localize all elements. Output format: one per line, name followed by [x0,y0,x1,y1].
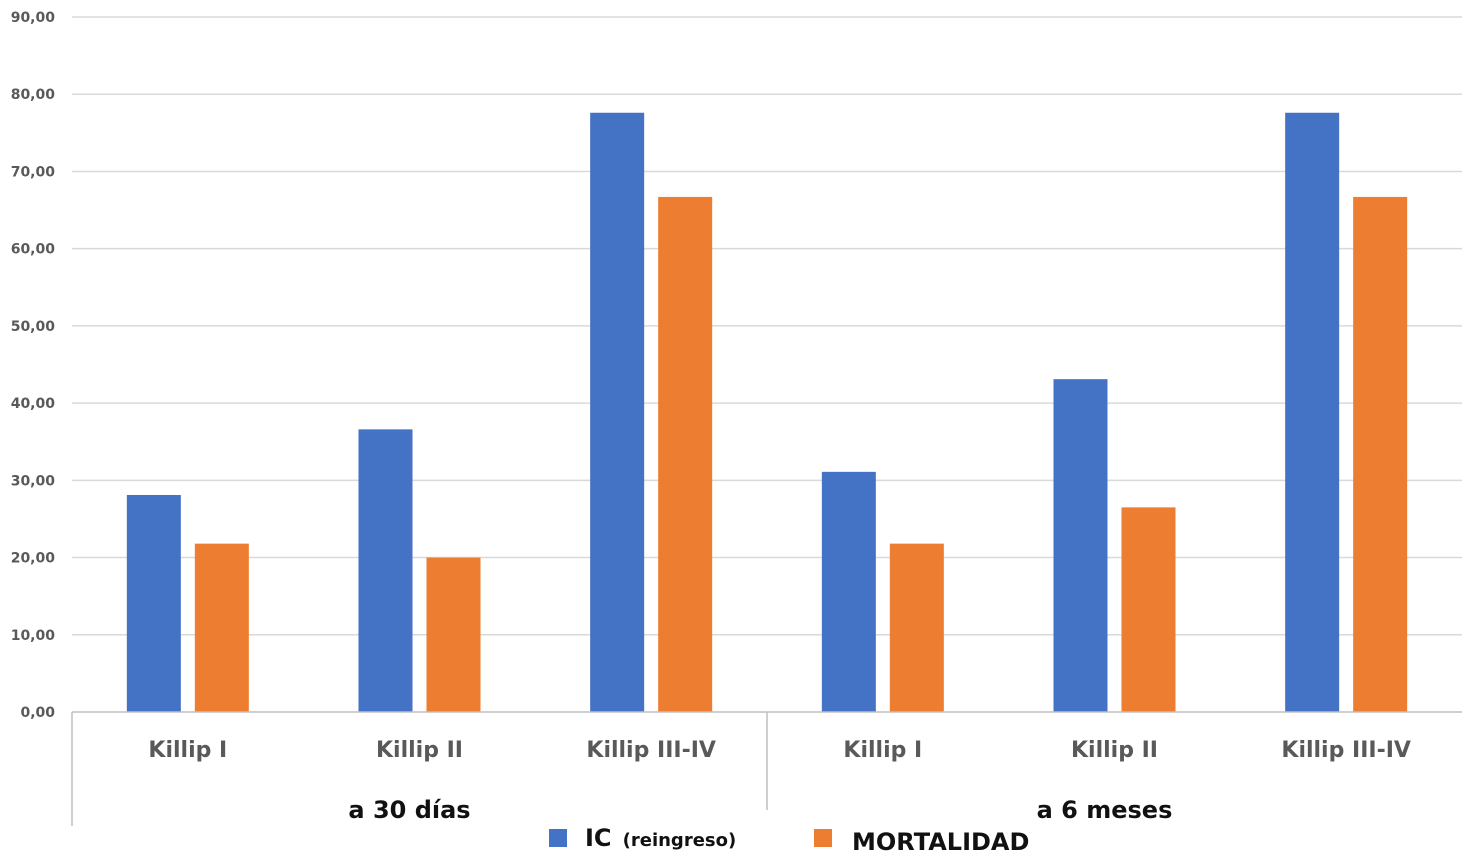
legend-swatch-mortalidad [814,829,832,847]
y-tick-label: 0,00 [20,705,55,721]
group-labels: a 30 días a 6 meses [348,796,1172,824]
bar-mortalidad [1122,507,1176,712]
x-tick-label: Killip III-IV [586,738,716,763]
bar-mortalidad [195,544,249,712]
bar-ic [127,495,181,712]
bars [127,113,1407,712]
x-tick-label: Killip I [843,738,922,763]
x-tick-label: Killip II [376,738,463,763]
bar-ic [359,429,413,712]
x-axis-tick-labels: Killip I Killip II Killip III-IV Killip I Ki… [148,738,1411,763]
y-axis-tick-labels: 0,00 10,00 20,00 30,00 40,00 50,00 60,00 70,00 8… [11,10,56,721]
x-tick-label: Killip II [1071,738,1158,763]
bar-mortalidad [658,197,712,712]
y-tick-label: 80,00 [11,87,56,103]
bar-ic [822,472,876,712]
bar-ic [1054,379,1108,712]
y-tick-label: 10,00 [11,628,56,644]
legend: IC (reingreso) MORTALIDAD [549,824,1029,856]
y-tick-label: 50,00 [11,319,56,335]
legend-swatch-ic [549,829,567,847]
x-tick-label: Killip I [148,738,227,763]
bar-mortalidad [427,558,481,712]
axes [72,712,1462,826]
gridlines [72,17,1462,635]
y-tick-label: 20,00 [11,551,56,567]
y-tick-label: 70,00 [11,164,56,180]
bar-mortalidad [1353,197,1407,712]
group-label: a 30 días [348,796,470,824]
y-tick-label: 90,00 [11,10,56,26]
legend-label-ic: IC (reingreso) [585,824,736,852]
x-tick-label: Killip III-IV [1281,738,1411,763]
bar-ic [590,113,644,712]
group-label: a 6 meses [1037,796,1173,824]
legend-label-ic-suffix: (reingreso) [623,830,737,851]
bar-mortalidad [890,544,944,712]
y-tick-label: 60,00 [11,242,56,258]
legend-label-mortalidad: MORTALIDAD [852,828,1029,856]
y-tick-label: 30,00 [11,473,56,489]
bar-ic [1285,113,1339,712]
y-tick-label: 40,00 [11,396,56,412]
legend-label-ic-main: IC [585,824,612,852]
